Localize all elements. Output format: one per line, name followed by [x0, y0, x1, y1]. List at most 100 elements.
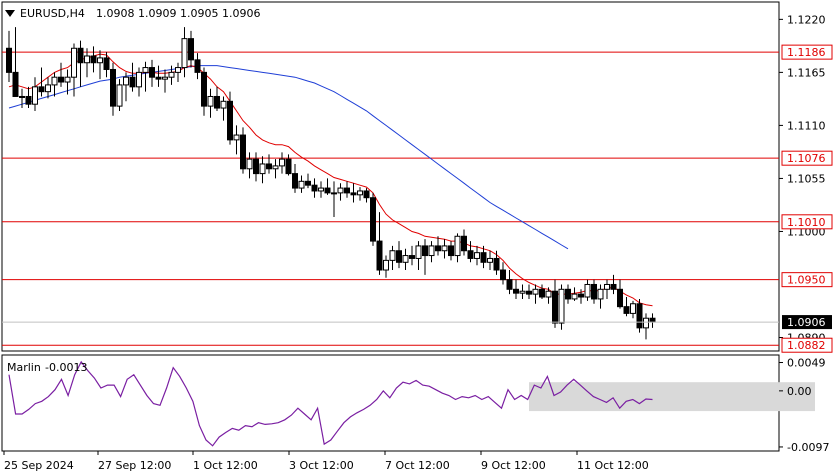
candle-body-31 [207, 95, 214, 107]
candle-75 [493, 250, 500, 275]
candle-body-76 [500, 269, 506, 281]
level-label-box-2 [781, 214, 833, 230]
main-panel-frame [1, 1, 780, 352]
candle-26 [175, 62, 181, 83]
candle-25 [168, 65, 175, 85]
candle-36 [240, 127, 246, 174]
candle-body-99 [649, 317, 656, 323]
candle-91 [597, 284, 604, 309]
candle-69 [454, 233, 461, 263]
candle-89 [584, 279, 591, 301]
candle-body-24 [162, 76, 168, 80]
candle-14 [97, 50, 103, 80]
candle-90 [591, 279, 597, 304]
candle-18 [123, 72, 129, 102]
candle-86 [565, 284, 571, 304]
osc-tick-label-1: 0.00 [787, 385, 812, 398]
candle-body-59 [389, 250, 396, 261]
candle-body-51 [337, 187, 344, 194]
candle-54 [357, 187, 363, 201]
current-price-box [782, 315, 832, 330]
candle-body-41 [272, 165, 279, 170]
candle-body-77 [506, 279, 513, 290]
candle-62 [409, 245, 415, 266]
oscillator-panel: 0.0049 0.00 -0.0097 Marlin -0.0013 [1, 354, 829, 454]
candle-body-66 [435, 245, 441, 252]
current-price-label: 1.0906 [787, 316, 826, 329]
candle-35 [233, 125, 240, 155]
candle-46 [305, 173, 311, 189]
candle-42 [279, 152, 285, 174]
oscillator-axis: 0.0049 0.00 -0.0097 [779, 357, 829, 454]
candle-87 [571, 287, 578, 301]
time-tick-label-2: 1 Oct 12:00 [193, 459, 258, 472]
osc-tick-label-2: -0.0097 [787, 441, 829, 454]
triangle-down-icon[interactable] [5, 10, 15, 17]
candle-65 [428, 241, 435, 263]
candle-88 [578, 289, 584, 304]
ohlc-values: 1.0908 1.0909 1.0905 1.0906 [96, 7, 260, 20]
candle-body-28 [188, 38, 194, 61]
candle-27 [181, 27, 188, 78]
candle-29 [194, 53, 201, 80]
level-label-4: 1.0882 [787, 339, 826, 352]
candle-body-37 [246, 158, 253, 170]
candle-body-90 [591, 283, 597, 300]
candle-16 [110, 62, 116, 116]
candle-body-21 [142, 67, 149, 73]
candle-3 [25, 86, 32, 109]
candle-34 [227, 91, 233, 145]
candle-80 [526, 284, 532, 299]
candle-68 [448, 241, 454, 261]
candle-body-35 [233, 134, 240, 141]
level-label-box-1 [781, 150, 833, 166]
candle-9 [64, 69, 71, 95]
candle-body-58 [383, 259, 389, 271]
candle-body-3 [25, 95, 32, 105]
candle-body-54 [357, 190, 363, 196]
candle-37 [246, 152, 253, 179]
candle-body-27 [181, 38, 188, 69]
candle-74 [487, 250, 493, 271]
level-labels: 1.1186 1.1076 1.1010 1.0950 1.0882 1.0906 [2, 44, 833, 353]
candle-body-38 [253, 158, 259, 175]
level-label-1: 1.1076 [787, 152, 826, 165]
candle-body-71 [467, 250, 474, 259]
candle-body-14 [97, 57, 103, 64]
candle-39 [259, 156, 266, 184]
candle-83 [545, 287, 552, 304]
level-label-2: 1.1010 [787, 216, 826, 229]
candle-body-78 [513, 288, 519, 294]
candle-body-93 [610, 283, 617, 290]
candle-body-92 [604, 283, 610, 290]
osc-tick-label-0: 0.0049 [787, 357, 826, 370]
candle-body-39 [259, 163, 266, 175]
candle-38 [253, 152, 259, 182]
candle-49 [324, 178, 331, 195]
candle-19 [129, 62, 136, 92]
candle-body-89 [584, 283, 591, 298]
candle-94 [617, 279, 623, 309]
candle-51 [337, 183, 344, 201]
candle-body-23 [155, 76, 162, 80]
candle-body-1 [12, 71, 19, 97]
candle-11 [77, 40, 84, 87]
candle-72 [474, 245, 480, 266]
candle-10 [71, 43, 77, 97]
candle-body-74 [487, 257, 493, 263]
candle-55 [363, 188, 370, 203]
candle-body-7 [51, 76, 58, 86]
horizontal-levels [2, 51, 779, 346]
candle-body-87 [571, 293, 578, 300]
candle-body-4 [32, 86, 38, 105]
level-label-box-4 [781, 337, 833, 353]
candle-body-85 [558, 288, 565, 324]
level-label-0: 1.1186 [787, 46, 826, 59]
candle-63 [415, 241, 422, 271]
candle-body-73 [480, 252, 487, 263]
candle-body-84 [552, 290, 558, 324]
candle-body-18 [123, 76, 129, 86]
candle-77 [506, 270, 513, 295]
candle-98 [643, 313, 649, 340]
